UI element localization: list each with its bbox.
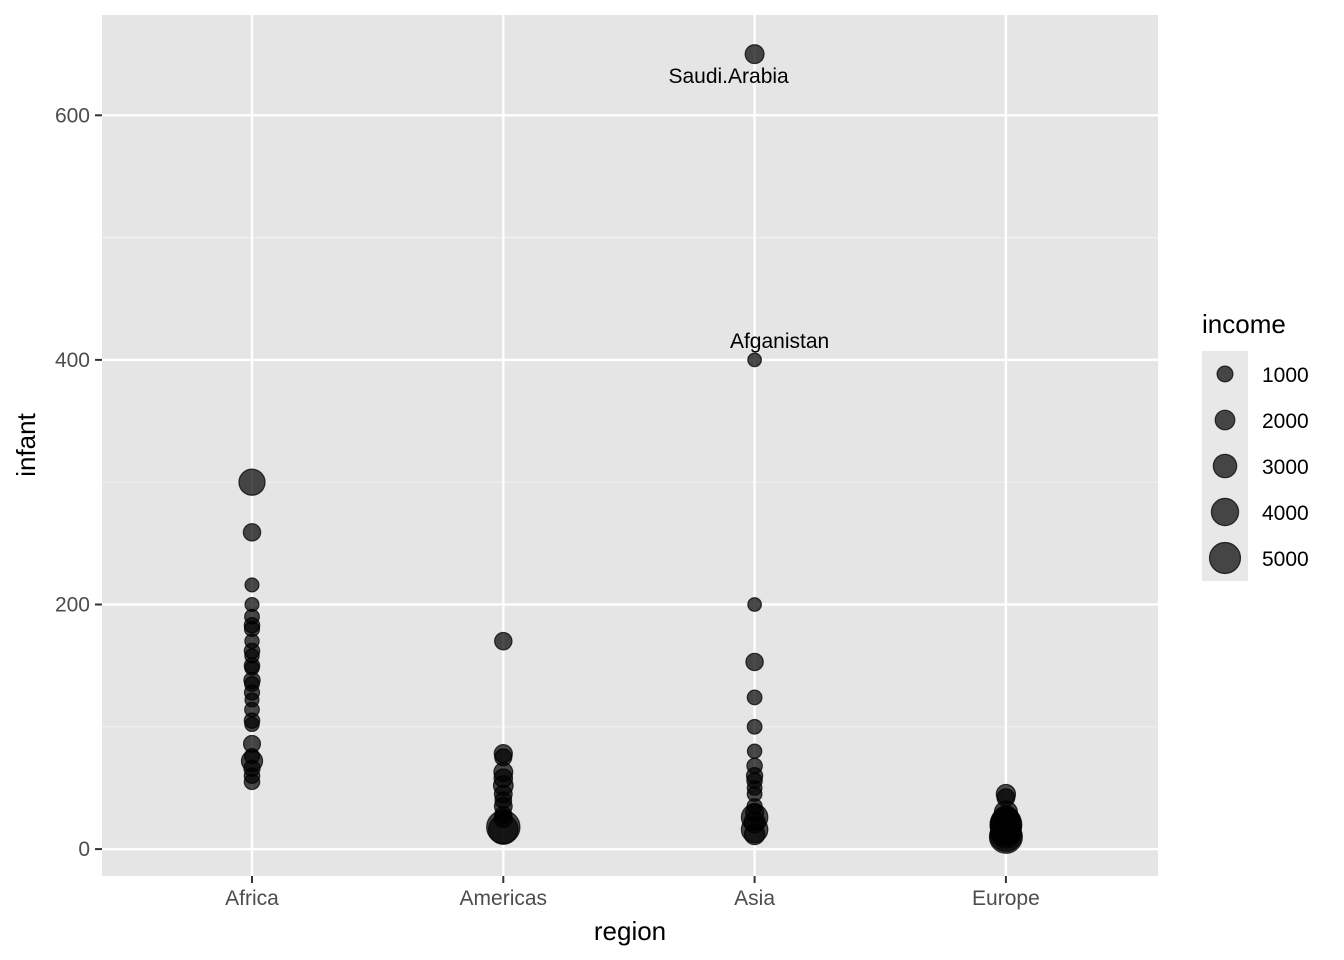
x-tick-label: Americas	[460, 887, 548, 910]
data-point	[745, 652, 764, 672]
data-point	[244, 676, 260, 692]
data-point	[746, 718, 763, 735]
legend-key-circle	[1210, 497, 1240, 527]
x-tick-label: Europe	[972, 887, 1040, 910]
legend-key-circle	[1208, 541, 1242, 575]
data-point	[996, 788, 1016, 808]
legend-key-circle	[1212, 453, 1238, 479]
legend-label: 1000	[1262, 364, 1309, 387]
data-point	[243, 773, 261, 791]
legend-label: 3000	[1262, 456, 1309, 479]
data-point	[744, 44, 765, 65]
x-axis: Africa Americas Asia Europe	[225, 876, 1040, 910]
data-point	[743, 823, 766, 846]
data-point	[494, 748, 513, 767]
data-point	[746, 689, 763, 706]
data-point	[242, 523, 262, 542]
x-tick-label: Asia	[734, 887, 775, 910]
point-annotation: Saudi.Arabia	[668, 65, 789, 88]
data-point	[494, 791, 513, 810]
grid-minor	[102, 236, 1158, 728]
data-point	[746, 757, 763, 775]
legend-label: 5000	[1262, 548, 1309, 571]
scatter-points	[238, 44, 1023, 854]
legend-label: 4000	[1262, 502, 1309, 525]
y-tick-label: 0	[78, 838, 90, 861]
x-tick-label: Africa	[225, 887, 279, 910]
data-point	[747, 597, 762, 612]
data-point	[244, 596, 260, 613]
y-tick-label: 200	[55, 593, 90, 616]
data-point	[746, 786, 763, 802]
y-tick-label: 400	[55, 349, 90, 372]
data-point	[244, 716, 260, 733]
point-annotation: Afganistan	[730, 330, 829, 353]
data-point	[494, 631, 513, 651]
legend-key-circle	[1214, 409, 1236, 431]
legend-label: 2000	[1262, 410, 1309, 433]
panel-background	[102, 15, 1158, 876]
x-axis-title: region	[594, 916, 666, 946]
data-point	[243, 748, 261, 765]
data-point	[238, 468, 266, 496]
data-point	[747, 352, 762, 368]
y-tick-label: 600	[55, 104, 90, 127]
data-point	[746, 743, 763, 759]
y-axis-title: infant	[11, 412, 41, 476]
legend-title: income	[1202, 309, 1286, 339]
legend-key-circle	[1216, 365, 1234, 383]
data-point	[244, 633, 260, 649]
data-point	[244, 692, 260, 708]
legend-items: 1000 2000 3000 4000 5000	[1208, 364, 1309, 575]
data-point	[244, 577, 260, 593]
annotations: Saudi.Arabia Afganistan	[668, 65, 829, 353]
size-legend: income 1000 2000 3000 4000 5000	[1202, 309, 1309, 581]
data-point	[244, 660, 260, 676]
y-axis: 0 200 400 600	[55, 104, 102, 861]
